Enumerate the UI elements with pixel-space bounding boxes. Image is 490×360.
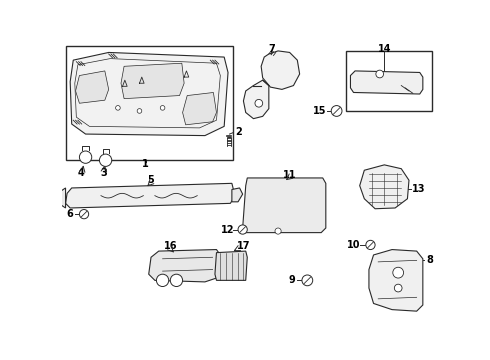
Polygon shape bbox=[243, 178, 326, 233]
Text: 2: 2 bbox=[236, 127, 243, 137]
Text: 1: 1 bbox=[142, 159, 149, 169]
Polygon shape bbox=[75, 71, 109, 103]
Circle shape bbox=[376, 70, 384, 78]
Text: 16: 16 bbox=[164, 242, 177, 252]
Text: 17: 17 bbox=[237, 242, 250, 252]
Circle shape bbox=[302, 275, 313, 286]
Circle shape bbox=[156, 274, 169, 287]
Circle shape bbox=[79, 210, 89, 219]
Text: 14: 14 bbox=[378, 44, 391, 54]
Circle shape bbox=[137, 109, 142, 113]
Circle shape bbox=[99, 154, 112, 166]
Circle shape bbox=[331, 105, 342, 116]
Polygon shape bbox=[183, 93, 217, 125]
Circle shape bbox=[275, 228, 281, 234]
Polygon shape bbox=[121, 63, 184, 99]
Polygon shape bbox=[66, 183, 233, 208]
Bar bbox=[66, 46, 233, 160]
Circle shape bbox=[238, 225, 247, 234]
Text: 11: 11 bbox=[283, 170, 296, 180]
Circle shape bbox=[393, 267, 404, 278]
Polygon shape bbox=[261, 51, 300, 89]
Polygon shape bbox=[350, 71, 423, 94]
Text: 15: 15 bbox=[313, 106, 326, 116]
Circle shape bbox=[79, 151, 92, 163]
Text: 4: 4 bbox=[77, 167, 84, 177]
Circle shape bbox=[171, 274, 183, 287]
Circle shape bbox=[160, 105, 165, 110]
Text: 10: 10 bbox=[347, 240, 360, 250]
Polygon shape bbox=[369, 249, 423, 311]
Text: 13: 13 bbox=[412, 184, 425, 194]
Text: 8: 8 bbox=[426, 255, 433, 265]
Bar bbox=[346, 51, 432, 111]
Circle shape bbox=[366, 240, 375, 249]
Polygon shape bbox=[360, 165, 409, 209]
Text: 9: 9 bbox=[289, 275, 295, 285]
Text: 6: 6 bbox=[67, 209, 74, 219]
Text: 12: 12 bbox=[220, 225, 234, 235]
Circle shape bbox=[394, 284, 402, 292]
Text: 7: 7 bbox=[269, 44, 275, 54]
Polygon shape bbox=[244, 80, 269, 119]
Polygon shape bbox=[70, 53, 228, 136]
Polygon shape bbox=[215, 251, 247, 280]
Polygon shape bbox=[149, 249, 220, 282]
Text: 5: 5 bbox=[147, 175, 154, 185]
Circle shape bbox=[255, 99, 263, 107]
Circle shape bbox=[116, 105, 120, 110]
Text: 3: 3 bbox=[100, 167, 107, 177]
Polygon shape bbox=[232, 188, 243, 202]
Polygon shape bbox=[61, 188, 66, 208]
